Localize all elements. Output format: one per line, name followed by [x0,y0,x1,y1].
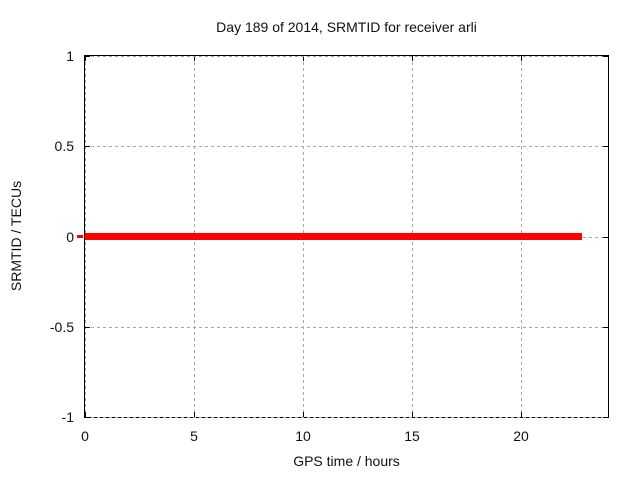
x-tick-label: 0 [81,428,89,444]
chart-title: Day 189 of 2014, SRMTID for receiver arl… [216,19,477,35]
x-tick-top [85,56,86,61]
y-gridline [85,146,608,147]
x-tick-bottom [85,412,86,417]
y-tick-label: 0.5 [54,138,74,154]
data-series-line [85,233,582,240]
x-tick-top [303,56,304,61]
x-tick-label: 20 [513,428,529,444]
y-tick-label: -0.5 [49,319,74,335]
x-tick-bottom [194,412,195,417]
x-tick-bottom [303,412,304,417]
y-tick-right [603,327,608,328]
x-tick-top [412,56,413,61]
y-tick-label: -1 [61,409,74,425]
x-tick-bottom [521,412,522,417]
y-tick-label: 1 [66,48,74,64]
y-tick-right [603,56,608,57]
x-tick-bottom [412,412,413,417]
y-tick-right [603,146,608,147]
x-tick-top [521,56,522,61]
y-gridline [85,327,608,328]
y-gridline [85,56,608,57]
x-tick-label: 5 [190,428,198,444]
x-tick-label: 15 [404,428,420,444]
y-tick-label: 0 [66,229,74,245]
y-tick-right [603,237,608,238]
x-axis-label: GPS time / hours [293,453,400,469]
y-gridline [85,417,608,418]
y-tick-right [603,417,608,418]
y-tick-left [85,417,90,418]
y-tick-left [85,327,90,328]
x-tick-label: 10 [295,428,311,444]
y-tick-left [85,146,90,147]
data-series-start-cap [77,235,83,238]
x-tick-top [194,56,195,61]
y-tick-left [85,56,90,57]
